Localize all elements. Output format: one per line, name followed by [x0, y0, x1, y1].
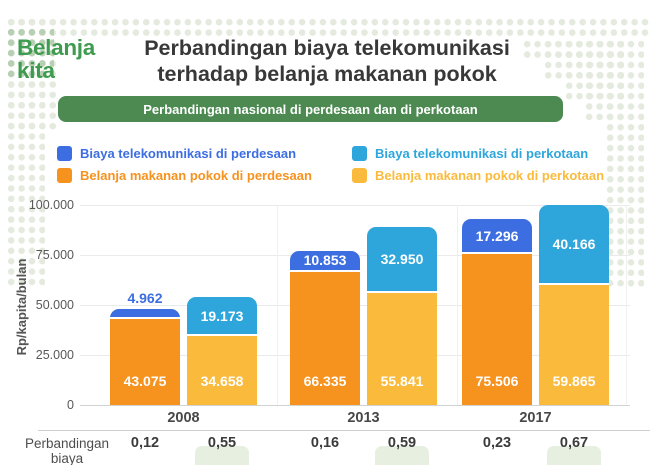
dot-pattern-left-accent	[6, 27, 54, 80]
value-label: 34.658	[200, 373, 244, 389]
bar-segment-Belanja makanan pokok di perkotaan: 59.865	[539, 285, 609, 405]
value-label: 75.506	[475, 372, 519, 389]
value-label: 19.173	[200, 307, 244, 324]
value-label: 10.853	[303, 252, 347, 269]
gridline-y-0	[80, 405, 630, 406]
bar-segment-Belanja makanan pokok di perdesaan: 66.335	[290, 272, 360, 405]
bar-segment-Belanja makanan pokok di perdesaan: 43.075	[110, 318, 180, 405]
legend-swatch-makanan-perdesaan	[57, 167, 72, 183]
ratio-value-0: 0,12	[130, 435, 160, 451]
bar-segment-Biaya telekomunikasi di perkotaan: 40.166	[539, 204, 609, 286]
bar-segment-Biaya telekomunikasi di perdesaan: 10.853	[290, 250, 360, 273]
value-label: 55.841	[380, 372, 424, 389]
y-tick-label-25000: 25.000	[35, 348, 74, 362]
bar-2017-perkotaan: 40.166 59.865	[539, 204, 609, 405]
gridline-x-0	[277, 205, 278, 405]
y-tick-label-100000: 100.000	[28, 198, 74, 212]
bar-segment-Belanja makanan pokok di perkotaan: 34.658	[187, 335, 257, 405]
legend-swatch-makanan-perkotaan	[352, 167, 367, 183]
legend-label-telekom-perdesaan: Biaya telekomunikasi di perdesaan	[80, 145, 297, 161]
brand-logo-line2: kita	[17, 58, 55, 83]
legend-item-makanan-perdesaan: Belanja makanan pokok di perdesaan	[57, 167, 312, 183]
value-label: 17.296	[475, 227, 519, 244]
value-label: 32.950	[380, 251, 424, 268]
y-tick-label-50000: 50.000	[35, 298, 74, 312]
legend-item-telekom-perdesaan: Biaya telekomunikasi di perdesaan	[57, 145, 296, 161]
legend-swatch-telekom-perkotaan	[352, 145, 367, 161]
ratio-highlight-5	[547, 446, 601, 465]
bar-segment-Biaya telekomunikasi di perkotaan: 32.950	[367, 227, 437, 294]
bar-2013-perdesaan: 10.853 66.335	[290, 250, 360, 405]
brand-logo: Belanja kita	[17, 36, 95, 82]
page-title: Perbandingan biaya telekomunikasi terhad…	[97, 35, 557, 87]
legend-label-makanan-perdesaan: Belanja makanan pokok di perdesaan	[80, 167, 312, 183]
table-divider	[38, 430, 650, 431]
x-axis-label-2017: 2017	[519, 410, 552, 426]
bar-segment-Biaya telekomunikasi di perdesaan: 17.296	[462, 219, 532, 254]
bar-segment-Belanja makanan pokok di perdesaan: 75.506	[462, 253, 532, 405]
legend-label-telekom-perkotaan: Biaya telekomunikasi di perkotaan	[375, 145, 589, 161]
x-axis-label-2008: 2008	[167, 410, 200, 426]
bar-2008-perkotaan: 19.173 34.658	[187, 297, 257, 405]
value-label: 40.166	[552, 236, 596, 253]
ratio-row-label: Perbandingan biaya	[18, 436, 116, 465]
dot-pattern-top-band	[6, 17, 651, 39]
y-tick-label-75000: 75.000	[35, 248, 74, 262]
x-axis-label-2013: 2013	[347, 410, 380, 426]
value-label: 59.865	[552, 373, 596, 389]
ratio-row-label-line1: Perbandingan	[24, 436, 110, 451]
legend-item-makanan-perkotaan: Belanja makanan pokok di perkotaan	[352, 167, 604, 183]
legend-label-makanan-perkotaan: Belanja makanan pokok di perkotaan	[375, 167, 605, 183]
y-tick-label-0: 0	[67, 398, 74, 412]
gridline-x-1	[457, 205, 458, 405]
brand-logo-line1: Belanja	[17, 35, 95, 60]
value-label: 43.075	[123, 373, 167, 389]
bar-segment-Belanja makanan pokok di perkotaan: 55.841	[367, 293, 437, 405]
ratio-value-4: 0,23	[482, 435, 512, 451]
ratio-value-3: 0,59	[387, 435, 417, 451]
value-label: 4.962	[127, 289, 163, 306]
page-title-line1: Perbandingan biaya telekomunikasi	[144, 36, 510, 60]
dot-pattern-right-column	[605, 38, 645, 287]
gridline-y-100000	[80, 205, 630, 206]
legend-item-telekom-perkotaan: Biaya telekomunikasi di perkotaan	[352, 145, 588, 161]
ratio-highlight-3	[375, 446, 429, 465]
ratio-value-5: 0,67	[559, 435, 589, 451]
ratio-value-1: 0,55	[207, 435, 237, 451]
page-title-line2: terhadap belanja makanan pokok	[157, 62, 497, 86]
plot-area: 4.962 43.075 19.173 34.658 10.853 66.335 32.95…	[80, 204, 630, 406]
ratio-row-label-line2: biaya	[50, 451, 84, 465]
bar-2017-perdesaan: 17.296 75.506	[462, 219, 532, 405]
legend-swatch-telekom-perdesaan	[57, 145, 72, 161]
gridline-x-2	[626, 205, 627, 405]
bar-segment-Biaya telekomunikasi di perkotaan: 19.173	[187, 297, 257, 336]
ratio-highlight-1	[195, 446, 249, 465]
subtitle-banner: Perbandingan nasional di perdesaan dan d…	[58, 96, 563, 122]
bar-2008-perdesaan: 4.962 43.075	[110, 290, 180, 405]
bar-2013-perkotaan: 32.950 55.841	[367, 227, 437, 405]
ratio-value-2: 0,16	[310, 435, 340, 451]
bar-segment-Biaya telekomunikasi di perdesaan	[110, 308, 180, 319]
subtitle-banner-text: Perbandingan nasional di perdesaan dan d…	[143, 101, 478, 117]
value-label: 66.335	[303, 372, 347, 389]
